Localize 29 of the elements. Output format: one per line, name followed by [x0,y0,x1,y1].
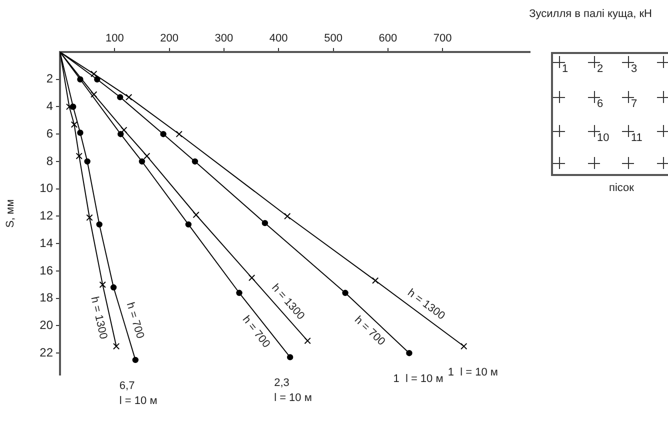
x-tick-label: 600 [378,32,398,44]
y-axis-title: S, мм [4,199,17,228]
x-tick-label: 700 [433,32,452,44]
y-tick-label: 20 [40,318,54,332]
text: h = 700 [352,314,388,348]
x-tick-label: 300 [214,32,234,44]
annotation: 6,7 l = 10 м [119,380,158,407]
y-tick-label: 22 [40,345,54,360]
text: h = 1300 [88,296,110,340]
y-tick-label: 14 [40,236,54,250]
text: h = 700 [124,301,146,340]
x-tick-label: 200 [160,32,178,44]
y-tick-label: 10 [40,181,54,196]
x-axis-title: Зусилля в палі куща, кН [529,8,652,20]
y-tick-label: 6 [46,126,54,140]
y-tick-label: 4 [46,99,54,114]
annotation: 1 l = 10 м [393,373,444,386]
y-tick-label: 16 [40,263,54,278]
text: h = 700 [240,314,272,350]
y-tick-label: 18 [40,290,54,305]
x-tick-label: 500 [324,32,342,44]
y-tick-label: 12 [40,208,54,223]
y-tick-label: 8 [46,154,54,168]
x-tick-label: 400 [269,32,288,44]
annotation: 2,3 l = 10 м [274,377,312,404]
y-tick-label: 2 [46,72,54,86]
annotation: 1 l = 10 м [448,366,498,378]
x-tick-label: 100 [105,32,124,44]
text: h = 1300 [405,286,448,322]
